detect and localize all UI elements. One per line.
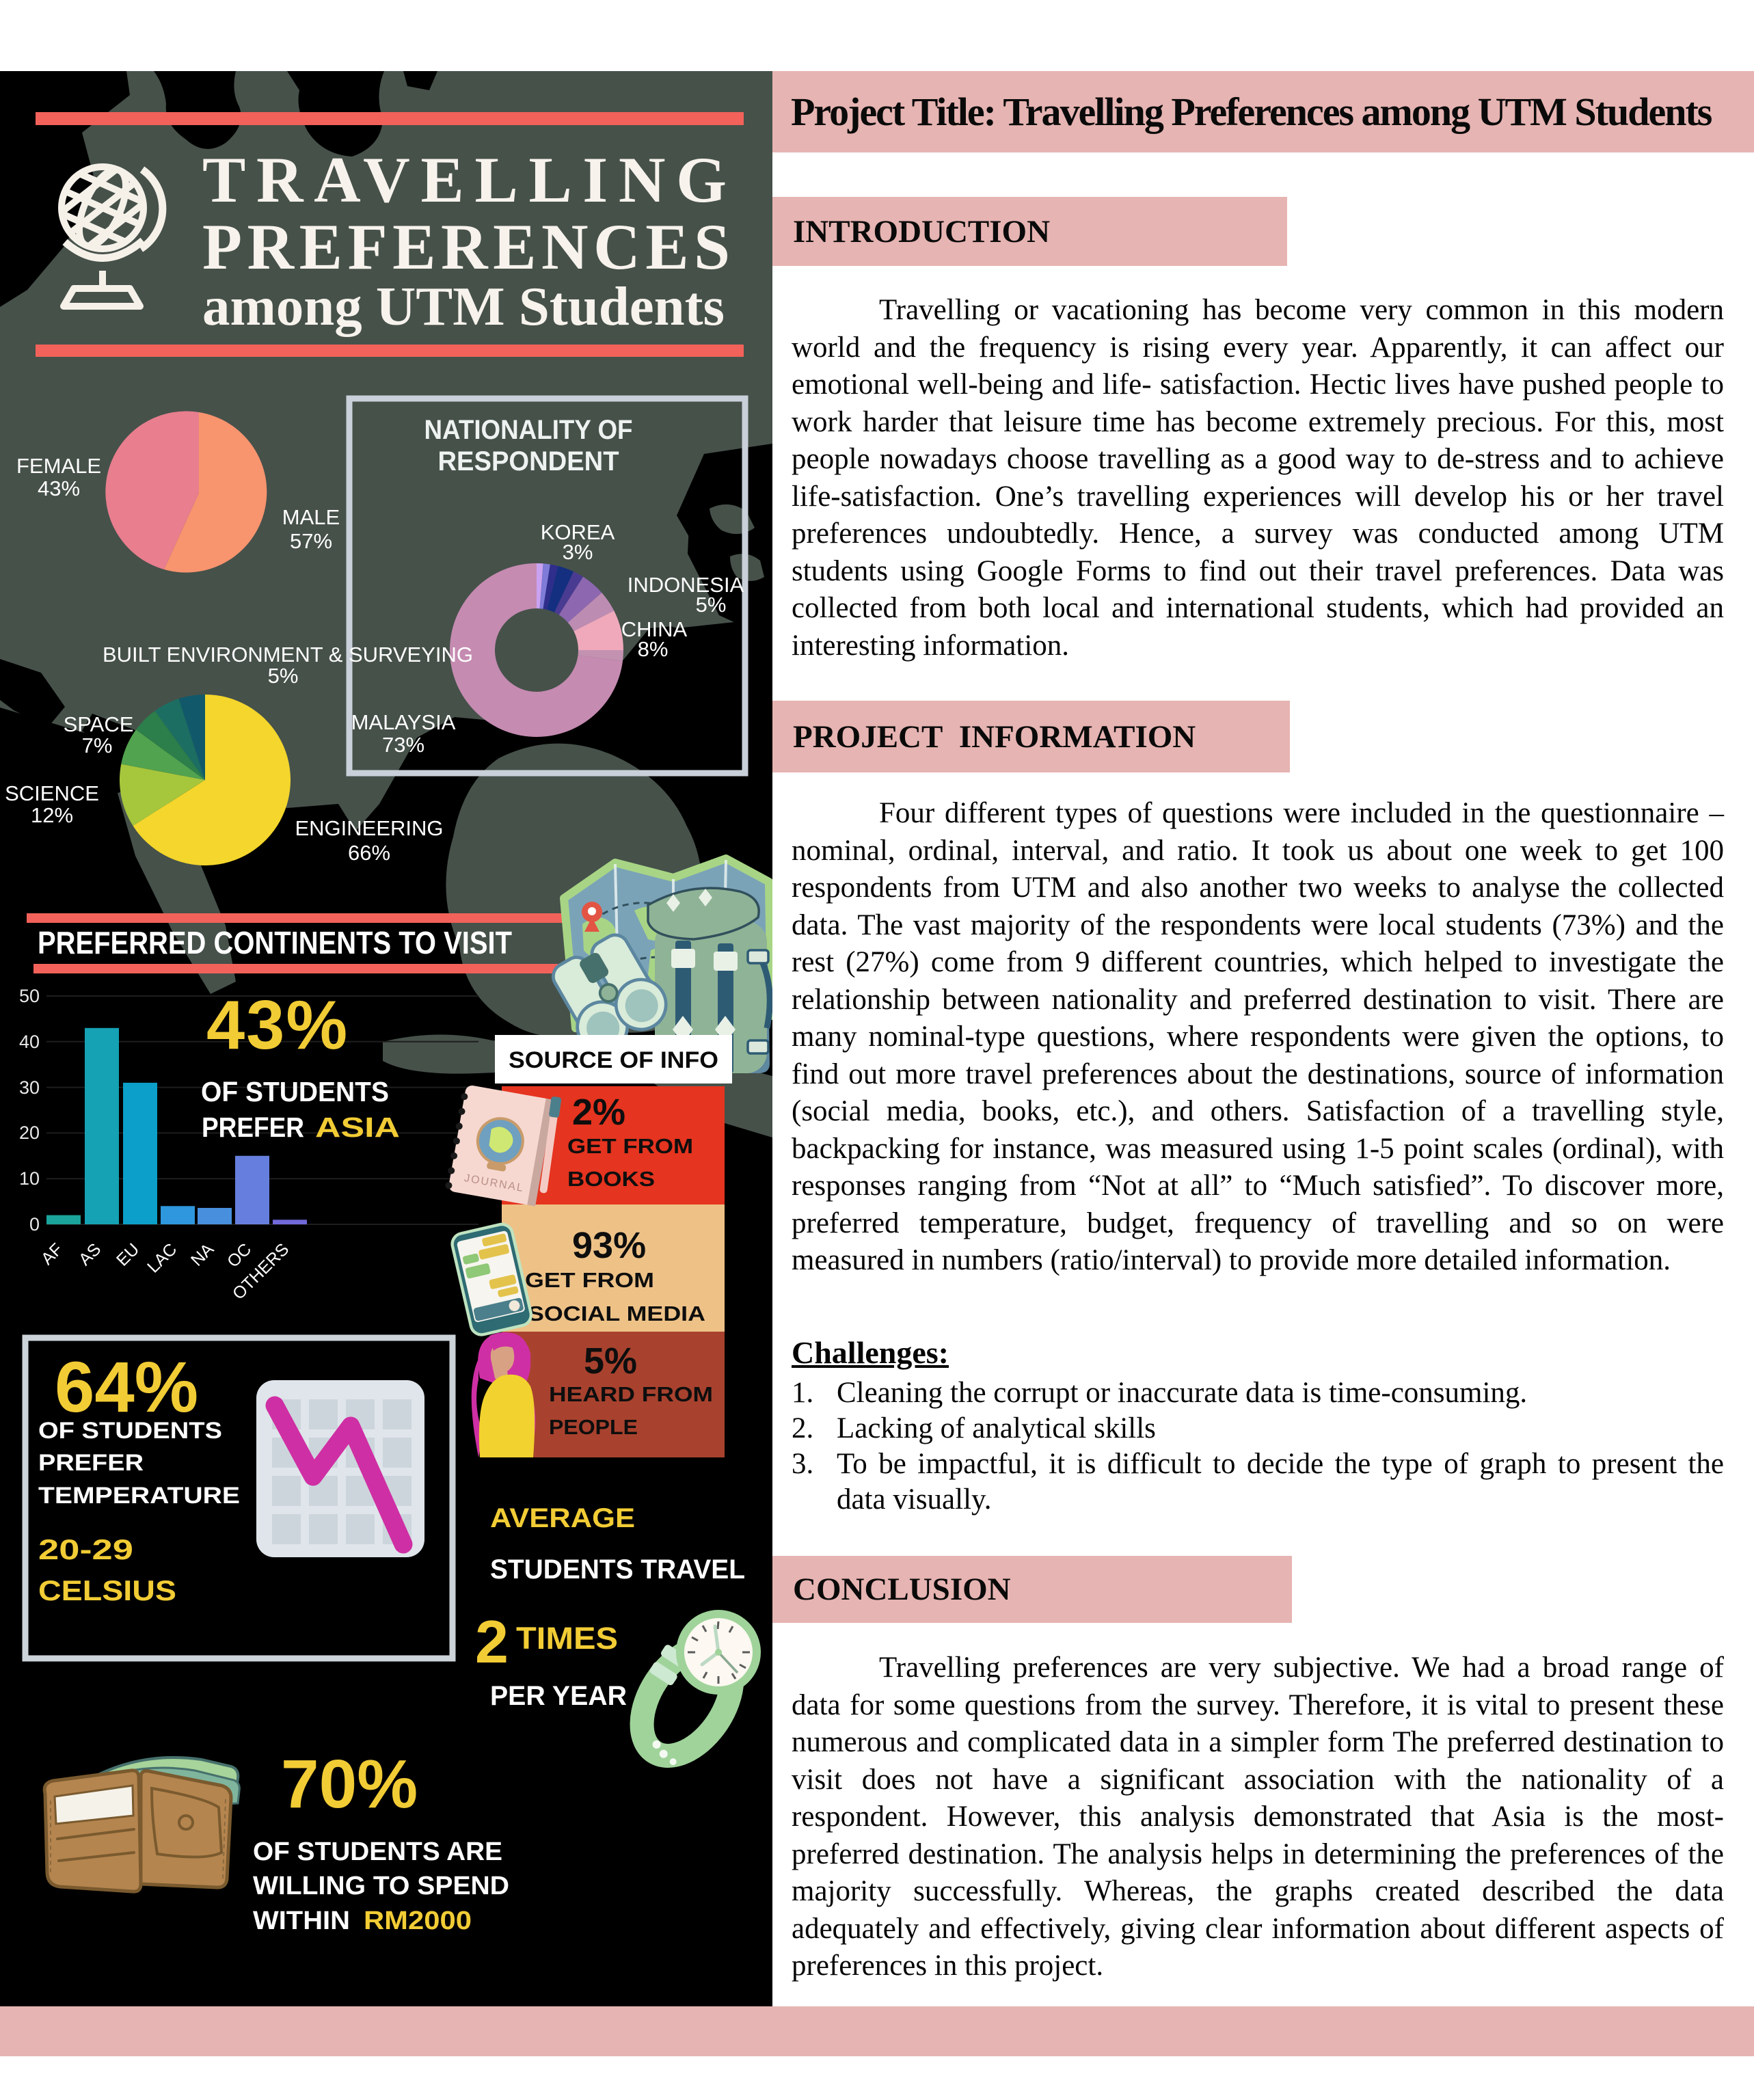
svg-text:PEOPLE: PEOPLE (549, 1415, 638, 1439)
svg-text:CELSIUS: CELSIUS (38, 1574, 176, 1606)
svg-text:2%: 2% (572, 1092, 625, 1133)
svg-text:MALE: MALE (282, 505, 340, 529)
svg-text:70%: 70% (281, 1746, 418, 1822)
svg-text:LAC: LAC (144, 1239, 180, 1276)
svg-text:INDONESIA: INDONESIA (628, 573, 744, 597)
svg-text:12%: 12% (31, 803, 73, 827)
svg-text:PREFERRED CONTINENTS TO VISIT: PREFERRED CONTINENTS TO VISIT (38, 925, 512, 960)
svg-text:20: 20 (19, 1122, 40, 1143)
svg-text:RM2000: RM2000 (364, 1907, 472, 1935)
svg-text:0: 0 (29, 1214, 40, 1235)
svg-text:ENGINEERING: ENGINEERING (295, 816, 443, 840)
svg-text:43%: 43% (206, 987, 349, 1064)
svg-text:66%: 66% (348, 841, 390, 865)
svg-text:10: 10 (19, 1168, 40, 1189)
svg-text:GET FROM: GET FROM (567, 1134, 693, 1158)
svg-text:40: 40 (19, 1032, 40, 1052)
svg-text:OF STUDENTS: OF STUDENTS (38, 1418, 222, 1444)
svg-text:AS: AS (75, 1239, 105, 1269)
svg-text:73%: 73% (382, 733, 424, 757)
svg-text:SOURCE OF INFO: SOURCE OF INFO (509, 1047, 718, 1073)
svg-text:30: 30 (19, 1077, 40, 1098)
svg-text:AVERAGE: AVERAGE (490, 1503, 635, 1533)
svg-text:SPACE: SPACE (64, 712, 134, 736)
svg-text:BOOKS: BOOKS (567, 1167, 655, 1191)
svg-text:OF STUDENTS ARE: OF STUDENTS ARE (253, 1838, 502, 1866)
svg-text:OC: OC (224, 1239, 255, 1271)
svg-text:NATIONALITY OF: NATIONALITY OF (424, 415, 633, 445)
svg-text:EU: EU (113, 1239, 143, 1269)
svg-text:3%: 3% (563, 540, 593, 564)
svg-text:57%: 57% (290, 529, 332, 553)
svg-text:64%: 64% (55, 1347, 198, 1427)
svg-text:AF: AF (38, 1239, 66, 1268)
svg-text:TIMES: TIMES (516, 1621, 618, 1656)
svg-text:8%: 8% (638, 637, 669, 661)
svg-text:20-29: 20-29 (38, 1533, 133, 1565)
svg-text:5%: 5% (696, 593, 727, 617)
svg-text:BUILT ENVIRONMENT & SURVEYING: BUILT ENVIRONMENT & SURVEYING (103, 643, 473, 667)
svg-text:FEMALE: FEMALE (16, 454, 101, 478)
svg-text:PREFER: PREFER (38, 1450, 144, 1476)
svg-text:5%: 5% (268, 664, 299, 688)
svg-text:HEARD FROM: HEARD FROM (549, 1382, 713, 1406)
svg-text:50: 50 (19, 986, 40, 1006)
svg-text:43%: 43% (38, 476, 80, 500)
svg-text:5%: 5% (584, 1341, 637, 1382)
svg-text:among UTM Students: among UTM Students (202, 277, 725, 337)
svg-text:MALAYSIA: MALAYSIA (351, 710, 456, 734)
svg-text:WILLING TO SPEND: WILLING TO SPEND (253, 1872, 509, 1900)
svg-text:7%: 7% (82, 733, 113, 757)
svg-text:SCIENCE: SCIENCE (5, 781, 99, 805)
svg-text:CHINA: CHINA (621, 617, 688, 641)
svg-text:WITHIN: WITHIN (253, 1907, 350, 1935)
svg-text:NA: NA (187, 1239, 218, 1270)
svg-text:OF STUDENTS: OF STUDENTS (201, 1076, 389, 1107)
svg-text:ASIA: ASIA (315, 1112, 400, 1143)
svg-text:2: 2 (475, 1608, 509, 1675)
svg-text:PREFERENCES: PREFERENCES (202, 211, 730, 283)
svg-text:SOCIAL MEDIA: SOCIAL MEDIA (528, 1302, 705, 1325)
svg-text:PER YEAR: PER YEAR (490, 1681, 627, 1711)
svg-text:PREFER: PREFER (202, 1112, 304, 1143)
svg-text:RESPONDENT: RESPONDENT (438, 446, 619, 476)
svg-text:TEMPERATURE: TEMPERATURE (38, 1483, 240, 1509)
svg-text:KOREA: KOREA (541, 520, 615, 544)
svg-text:STUDENTS TRAVEL: STUDENTS TRAVEL (490, 1554, 745, 1585)
svg-text:GET FROM: GET FROM (525, 1268, 654, 1292)
svg-text:93%: 93% (572, 1225, 646, 1266)
